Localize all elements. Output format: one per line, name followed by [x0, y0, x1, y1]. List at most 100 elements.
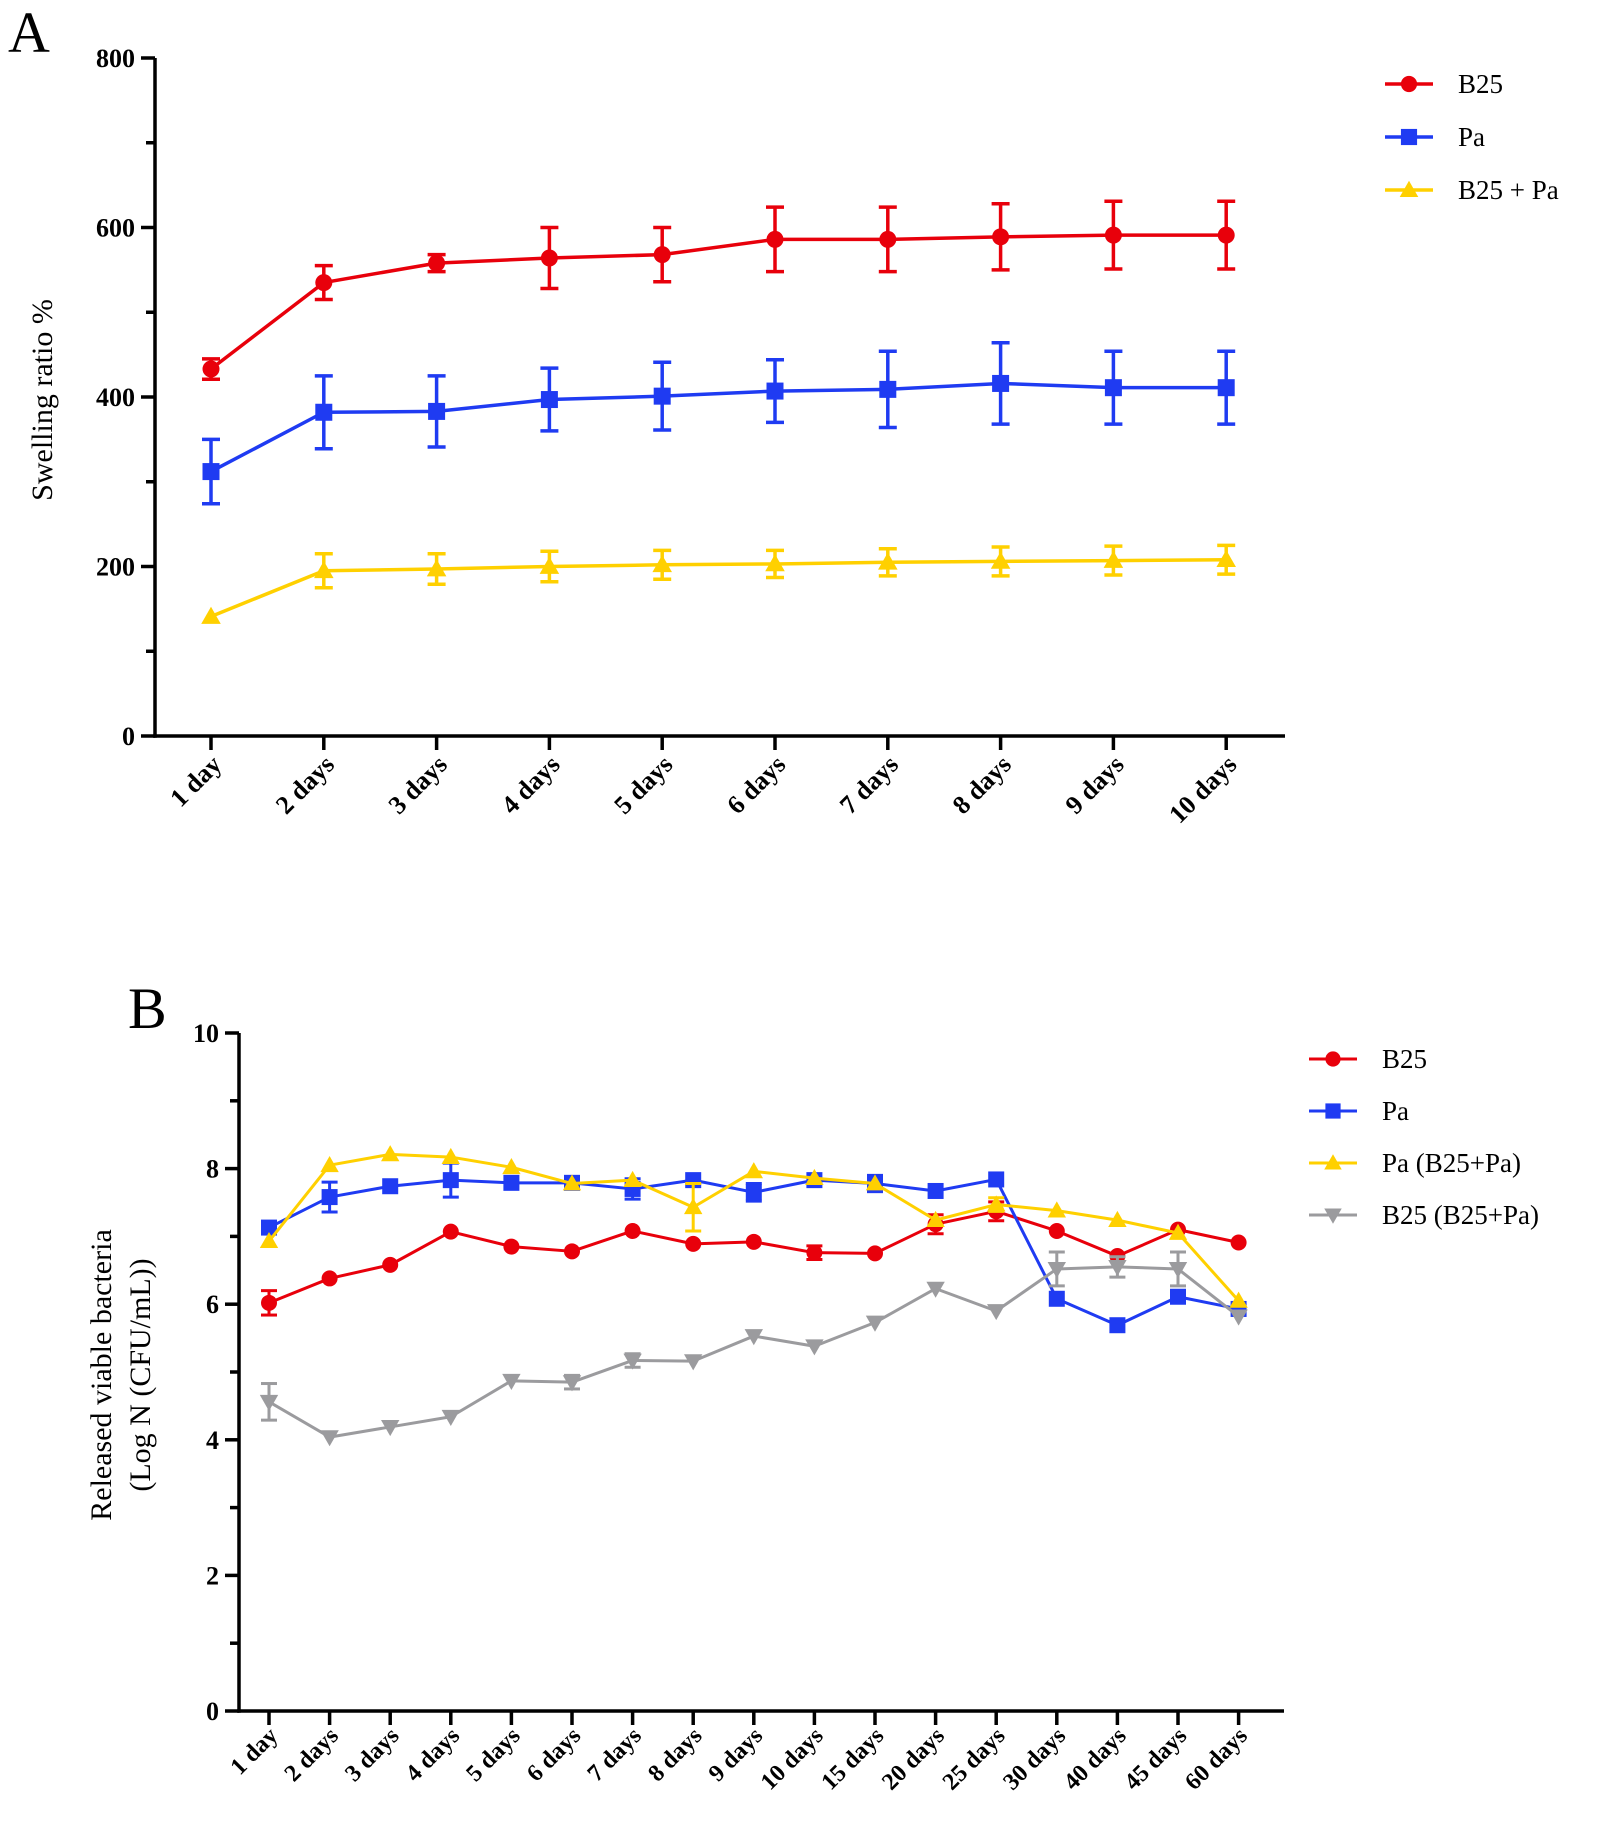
- x-tick-label: 40 days: [1059, 1723, 1132, 1796]
- data-point: [865, 1315, 885, 1332]
- data-point: [320, 1156, 339, 1173]
- legend-label: B25: [1382, 1044, 1427, 1074]
- data-point: [623, 1353, 642, 1370]
- data-point: [202, 360, 220, 378]
- legend-b: B25 Pa Pa (B25+Pa) B25 (B25+Pa): [1309, 1044, 1539, 1230]
- ticks-a: 0 200 400 600 800 1 day 2 days 3 days 4 days 5 da…: [96, 44, 1242, 829]
- series-pa-b25-pa: [259, 1145, 1248, 1308]
- data-point: [442, 1223, 459, 1240]
- series-group-a: [201, 199, 1236, 624]
- data-point: [1170, 1288, 1186, 1305]
- y-tick-label: 400: [96, 383, 135, 412]
- data-point: [201, 606, 221, 624]
- data-point: [652, 555, 672, 573]
- x-tick-label: 7 days: [834, 750, 904, 820]
- data-point: [992, 374, 1010, 392]
- data-point: [684, 1354, 703, 1371]
- data-point: [502, 1158, 521, 1175]
- y-axis-title-a: Swelling ratio %: [26, 299, 59, 501]
- data-point: [992, 228, 1010, 246]
- data-point: [321, 1270, 338, 1287]
- data-point: [878, 552, 898, 570]
- data-point: [1104, 379, 1122, 397]
- data-point: [1168, 1262, 1188, 1279]
- y-tick-label: 6: [206, 1290, 219, 1319]
- x-tick-label: 10 days: [756, 1723, 829, 1796]
- data-point: [1047, 1201, 1066, 1218]
- x-tick-label: 45 days: [1120, 1723, 1193, 1796]
- y-tick-label: 800: [96, 44, 135, 73]
- data-point: [927, 1182, 944, 1199]
- y-axis-title-b-line1: Released viable bacteria: [85, 1229, 118, 1521]
- data-point: [766, 382, 784, 400]
- data-point: [879, 380, 897, 398]
- legend-label: Pa: [1458, 122, 1485, 152]
- data-point: [562, 1174, 582, 1191]
- data-point: [314, 560, 334, 579]
- legend-a: B25 Pa B25 + Pa: [1385, 69, 1559, 205]
- data-point: [562, 1375, 582, 1392]
- data-point: [382, 1178, 399, 1195]
- data-point: [684, 1198, 703, 1215]
- y-tick-label: 8: [206, 1155, 219, 1184]
- data-point: [988, 1171, 1005, 1188]
- x-tick-label: 4 days: [401, 1723, 465, 1787]
- data-point: [1109, 1317, 1126, 1334]
- series-b25: [202, 199, 1236, 381]
- legend-label: Pa (B25+Pa): [1382, 1148, 1521, 1178]
- x-tick-label: 10 days: [1163, 750, 1242, 829]
- series-line: [210, 557, 1227, 619]
- data-point: [503, 1238, 520, 1255]
- data-point: [744, 1162, 763, 1179]
- data-point: [987, 1195, 1006, 1212]
- data-point: [1230, 1234, 1247, 1251]
- data-point: [539, 556, 560, 574]
- series-group-b: [259, 1145, 1248, 1447]
- legend-item-pa: Pa: [1309, 1096, 1409, 1126]
- data-point: [744, 1329, 763, 1346]
- x-tick-label: 1 day: [226, 1723, 284, 1781]
- data-point: [879, 230, 897, 248]
- legend-item-b25-b25-pa: B25 (B25+Pa): [1309, 1200, 1539, 1230]
- legend-marker-icon: [1400, 128, 1418, 146]
- series-line: [210, 381, 1227, 474]
- data-point: [865, 1174, 885, 1191]
- legend-label: Pa: [1382, 1096, 1409, 1126]
- data-point: [1108, 1210, 1127, 1228]
- x-tick-label: 60 days: [1180, 1723, 1253, 1796]
- data-point: [867, 1245, 883, 1262]
- series-b25-b25-pa: [259, 1250, 1248, 1447]
- data-point: [259, 1231, 279, 1249]
- data-point: [320, 1430, 339, 1447]
- data-point: [1217, 226, 1235, 244]
- data-point: [805, 1168, 824, 1185]
- data-point: [503, 1174, 520, 1191]
- y-tick-label: 0: [206, 1697, 219, 1726]
- panel-label-b: B: [128, 976, 167, 1041]
- chart-panel-a: A 0 200 400 600 800 1 day 2 days 3 days 4 days 5 …: [8, 0, 1559, 829]
- data-point: [685, 1235, 702, 1252]
- x-tick-label: 8 days: [947, 750, 1017, 820]
- data-point: [1217, 379, 1235, 397]
- data-point: [766, 230, 784, 248]
- data-point: [1048, 1290, 1065, 1307]
- x-tick-label: 25 days: [938, 1723, 1011, 1796]
- x-tick-label: 8 days: [643, 1723, 707, 1787]
- data-point: [653, 387, 671, 405]
- legend-label: B25 (B25+Pa): [1382, 1200, 1539, 1230]
- x-tick-label: 6 days: [522, 1723, 586, 1787]
- x-tick-label: 15 days: [817, 1723, 890, 1796]
- data-point: [806, 1244, 823, 1261]
- data-point: [261, 1219, 277, 1236]
- legend-item-b25: B25: [1309, 1044, 1427, 1074]
- data-point: [624, 1222, 641, 1239]
- legend-marker-icon: [1400, 75, 1418, 93]
- data-point: [426, 559, 447, 577]
- panel-label-a: A: [8, 0, 50, 65]
- data-point: [382, 1256, 399, 1273]
- data-point: [745, 1233, 762, 1250]
- legend-marker-icon: [1325, 1051, 1341, 1067]
- data-point: [441, 1409, 460, 1426]
